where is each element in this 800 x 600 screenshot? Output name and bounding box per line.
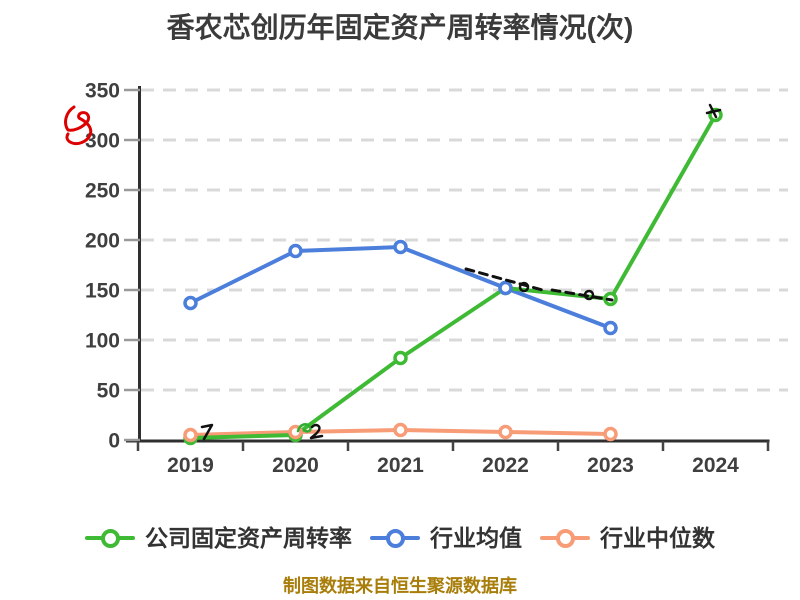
data-point[interactable] xyxy=(603,320,618,336)
data-point[interactable] xyxy=(288,243,303,259)
legend-label: 公司固定资产周转率 xyxy=(145,524,352,551)
x-tick-label: 2022 xyxy=(482,454,529,477)
annotation-scribble xyxy=(200,423,214,441)
data-point[interactable] xyxy=(393,422,408,438)
legend-marker-icon xyxy=(85,528,135,548)
data-point[interactable] xyxy=(498,280,513,296)
y-tick-label: 150 xyxy=(85,280,120,303)
chart-title: 香农芯创历年固定资产周转率情况(次) xyxy=(166,12,634,43)
legend-item-1[interactable]: 行业均值 xyxy=(370,524,522,551)
series-line-0[interactable] xyxy=(188,113,718,440)
x-tick-label: 2021 xyxy=(377,454,424,477)
data-point[interactable] xyxy=(393,239,408,255)
legend-marker-icon xyxy=(370,528,420,548)
annotation-scribble xyxy=(518,281,530,293)
data-point[interactable] xyxy=(393,350,408,366)
legend-dot-icon xyxy=(101,529,120,548)
data-point[interactable] xyxy=(498,424,513,440)
legend-label: 行业均值 xyxy=(430,524,522,551)
y-tick-label: 300 xyxy=(85,130,120,153)
legend-item-2[interactable]: 行业中位数 xyxy=(540,524,715,551)
x-tick-label: 2024 xyxy=(692,454,739,477)
legend-label: 行业中位数 xyxy=(600,524,715,551)
annotation-scribble xyxy=(464,267,548,293)
x-tick-label: 2019 xyxy=(167,454,214,477)
annotation-scribble xyxy=(309,423,324,440)
y-tick-label: 0 xyxy=(108,430,120,453)
red-scribble-annotation xyxy=(64,105,93,146)
y-tick-label: 100 xyxy=(85,330,120,353)
annotation-scribble xyxy=(583,289,595,301)
data-point[interactable] xyxy=(183,295,198,311)
data-point[interactable] xyxy=(603,426,618,442)
data-point[interactable] xyxy=(183,427,198,443)
y-tick-label: 200 xyxy=(85,230,120,253)
source-caption: 制图数据来自恒生聚源数据库 xyxy=(283,576,517,596)
y-tick-label: 50 xyxy=(97,380,120,403)
annotation-scribble xyxy=(550,288,614,302)
legend-item-0[interactable]: 公司固定资产周转率 xyxy=(85,524,352,551)
x-tick-label: 2020 xyxy=(272,454,319,477)
annotation-scribble xyxy=(705,103,722,119)
y-tick-label: 350 xyxy=(85,80,120,103)
series-line-1[interactable] xyxy=(188,245,613,330)
x-tick-label: 2023 xyxy=(587,454,634,477)
y-tick-label: 250 xyxy=(85,180,120,203)
legend-dot-icon xyxy=(386,529,405,548)
annotation-scribble xyxy=(296,422,312,433)
chart-legend: 公司固定资产周转率 行业均值 行业中位数 xyxy=(0,519,800,557)
legend-dot-icon xyxy=(556,529,575,548)
legend-marker-icon xyxy=(540,528,590,548)
